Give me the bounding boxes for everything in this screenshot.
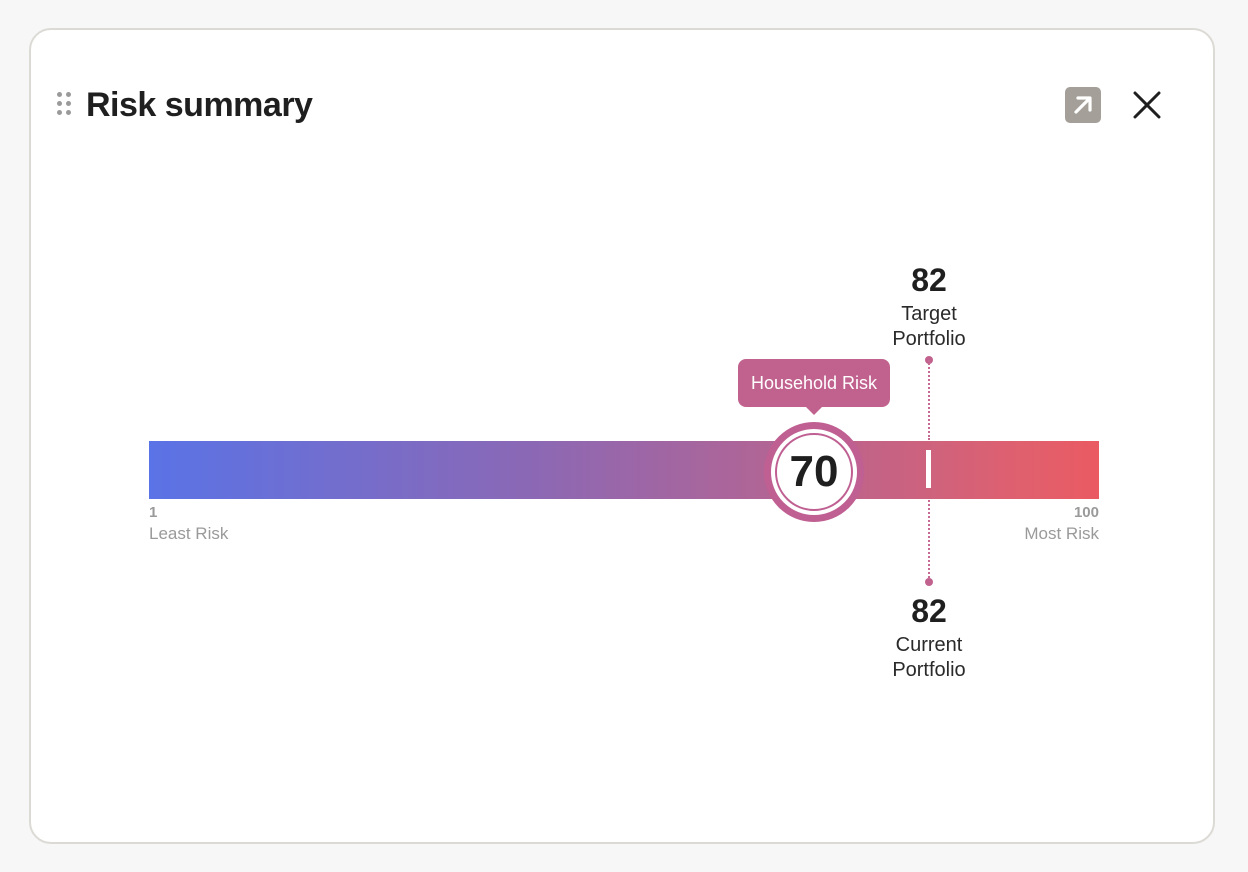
close-button[interactable] xyxy=(1129,87,1165,123)
current-portfolio-value: 82 xyxy=(911,593,947,629)
close-icon xyxy=(1133,91,1161,119)
target-portfolio-value: 82 xyxy=(911,262,947,298)
portfolio-marker-tick xyxy=(926,450,931,488)
target-portfolio-label: Target Portfolio xyxy=(869,302,989,352)
household-risk-tooltip: Household Risk xyxy=(738,359,890,415)
scale-min-value: 1 xyxy=(149,504,158,521)
drag-handle-icon[interactable] xyxy=(57,92,73,120)
panel-title: Risk summary xyxy=(86,86,313,124)
scale-max-value: 100 xyxy=(1073,504,1099,521)
target-connector-line xyxy=(928,360,930,440)
target-portfolio-label-line1: Target xyxy=(901,303,957,325)
target-portfolio-label-line2: Portfolio xyxy=(892,328,966,350)
arrow-up-right-icon xyxy=(1074,96,1092,114)
current-portfolio-label-line2: Portfolio xyxy=(892,659,966,681)
household-risk-marker[interactable]: 70 xyxy=(764,422,864,522)
current-connector-line xyxy=(928,500,930,582)
household-risk-value: 70 xyxy=(775,433,853,511)
scale-min-label: Least Risk xyxy=(149,524,229,543)
current-connector-dot xyxy=(925,578,933,586)
expand-button[interactable] xyxy=(1065,87,1101,123)
current-portfolio-label: Current Portfolio xyxy=(869,633,989,683)
scale-max-label: Most Risk xyxy=(1024,524,1099,543)
current-portfolio-label-line1: Current xyxy=(895,634,963,656)
risk-summary-card: Risk summary 82 Target Portfolio 1 Least… xyxy=(29,28,1215,844)
risk-scale-bar xyxy=(149,441,1099,499)
